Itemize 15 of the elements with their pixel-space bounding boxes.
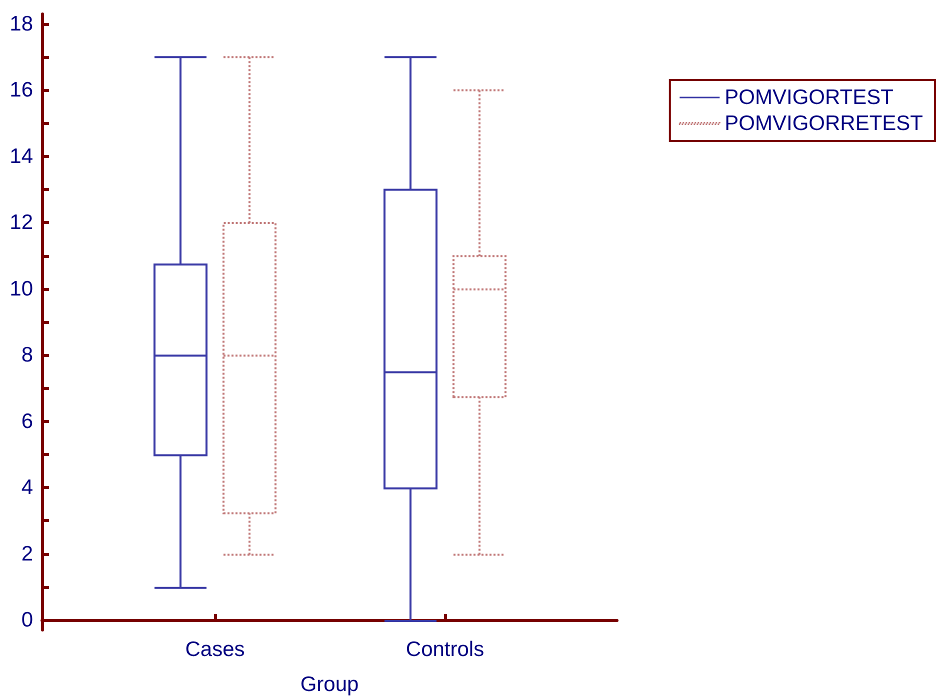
legend-label: POMVIGORTEST [724,86,894,109]
y-tick-label: 6 [21,410,33,433]
legend-label: POMVIGORRETEST [724,112,924,135]
y-tick-label: 2 [21,542,33,566]
y-tick-label: 4 [21,476,34,500]
y-tick-label: 16 [10,78,33,102]
x-axis-title: Group [300,673,359,696]
y-tick-label: 14 [10,144,34,168]
y-tick-label: 10 [10,277,33,300]
x-tick-label: Cases [185,638,245,661]
x-tick-label: Controls [406,638,484,661]
y-tick-label: 12 [10,211,33,234]
y-tick-label: 8 [21,344,33,367]
y-tick-label: 18 [10,12,33,36]
y-tick-label: 0 [21,608,33,632]
